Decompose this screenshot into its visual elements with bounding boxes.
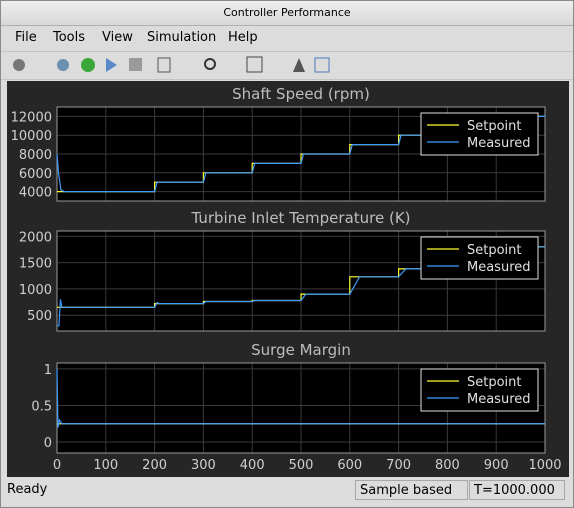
zoom-button[interactable] xyxy=(204,58,216,70)
run-button[interactable] xyxy=(81,58,95,72)
status-time: T=1000.000 xyxy=(469,480,565,500)
y-tick-label: 10000 xyxy=(11,129,52,144)
legend-box xyxy=(420,112,539,156)
x-tick-label: 800 xyxy=(435,458,460,473)
autoscale-button[interactable] xyxy=(246,56,263,73)
y-tick-label: 1 xyxy=(44,363,52,378)
legend-label: Measured xyxy=(467,392,531,407)
y-tick-label: 4000 xyxy=(19,186,52,201)
series-line xyxy=(56,368,545,428)
step-back-button[interactable] xyxy=(57,59,69,71)
x-tick-label: 100 xyxy=(93,458,118,473)
y-tick-label: 0.5 xyxy=(31,399,52,414)
menu-item[interactable]: View xyxy=(102,30,133,45)
legend-label: Measured xyxy=(467,136,531,151)
status-mode: Sample based xyxy=(355,480,468,500)
title-bar: Controller Performance xyxy=(1,1,573,26)
x-tick-label: 0 xyxy=(53,458,61,473)
status-state: Ready xyxy=(7,482,48,497)
y-tick-label: 8000 xyxy=(19,148,52,163)
x-tick-label: 500 xyxy=(289,458,314,473)
y-tick-label: 12000 xyxy=(11,110,52,125)
settings-button[interactable] xyxy=(13,59,25,71)
menu-item[interactable]: File xyxy=(15,30,37,45)
legend-label: Setpoint xyxy=(467,119,522,134)
x-tick-label: 400 xyxy=(240,458,265,473)
menu-item[interactable]: Help xyxy=(228,30,258,45)
y-tick-label: 0 xyxy=(44,436,52,451)
x-tick-label: 900 xyxy=(484,458,509,473)
step-forward-button[interactable] xyxy=(106,58,117,72)
y-tick-label: 2000 xyxy=(19,230,52,245)
legend-box xyxy=(420,236,539,280)
toolbar xyxy=(1,51,573,80)
chart-title: Shaft Speed (rpm) xyxy=(232,85,370,103)
y-tick-label: 1500 xyxy=(19,257,52,272)
menu-bar: File Tools View Simulation Help xyxy=(1,27,573,49)
chart-title: Surge Margin xyxy=(251,341,351,359)
x-tick-label: 600 xyxy=(337,458,362,473)
axes-frame xyxy=(56,230,546,332)
plot-area: Shaft Speed (rpm)4000600080001000012000S… xyxy=(7,81,569,477)
chart-title: Turbine Inlet Temperature (K) xyxy=(190,209,410,227)
legend-box xyxy=(420,368,539,412)
legend-label: Measured xyxy=(467,260,531,275)
status-bar: Ready Sample based T=1000.000 xyxy=(1,479,573,503)
highlight-button[interactable] xyxy=(157,57,171,73)
x-tick-label: 300 xyxy=(191,458,216,473)
y-tick-label: 1000 xyxy=(19,283,52,298)
x-tick-label: 1000 xyxy=(528,458,561,473)
pin-button[interactable] xyxy=(293,58,305,72)
legend-label: Setpoint xyxy=(467,243,522,258)
axes-frame xyxy=(56,362,546,454)
y-tick-label: 6000 xyxy=(19,167,52,182)
x-tick-label: 200 xyxy=(142,458,167,473)
menu-item[interactable]: Simulation xyxy=(147,30,217,45)
stop-button[interactable] xyxy=(129,58,142,71)
style-button[interactable] xyxy=(314,57,330,73)
y-tick-label: 500 xyxy=(27,309,52,324)
window-title: Controller Performance xyxy=(223,6,351,19)
x-tick-label: 700 xyxy=(386,458,411,473)
legend-label: Setpoint xyxy=(467,375,522,390)
menu-item[interactable]: Tools xyxy=(53,30,86,45)
